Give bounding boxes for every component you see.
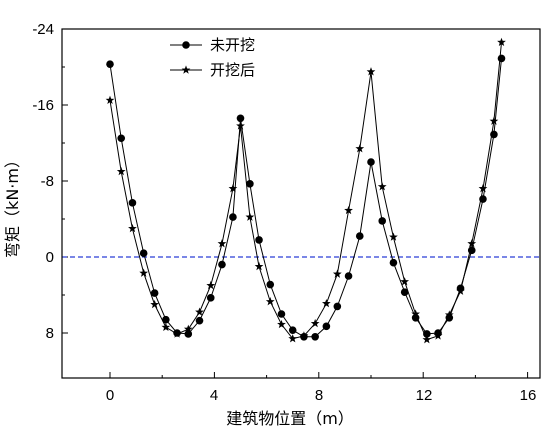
data-point-star	[456, 286, 465, 295]
data-point-star	[236, 121, 245, 130]
x-tick-label: 16	[520, 387, 537, 404]
data-point-circle	[322, 322, 331, 331]
data-point-star	[150, 299, 160, 309]
legend: 未开挖 开挖后	[170, 36, 255, 79]
data-point-circle	[288, 326, 297, 334]
data-point-star	[389, 232, 398, 241]
data-point-circle	[497, 54, 506, 63]
legend-circle-marker-icon	[182, 41, 190, 49]
data-point-circle	[162, 315, 170, 324]
x-tick-label: 4	[210, 387, 218, 404]
data-point-star	[366, 67, 376, 76]
y-axis-title: 弯矩（kN·m）	[3, 152, 22, 258]
data-point-circle	[117, 134, 126, 143]
data-point-circle	[150, 289, 159, 297]
data-point-star	[265, 297, 275, 306]
series-line-unexcavated	[109, 58, 502, 338]
data-point-star	[245, 212, 255, 221]
data-point-star	[310, 318, 320, 328]
data-point-star	[321, 298, 331, 308]
data-point-star	[344, 205, 353, 215]
data-point-circle	[236, 114, 245, 123]
y-tick-label: 8	[46, 325, 54, 342]
data-point-star	[195, 307, 204, 316]
data-point-circle	[389, 258, 398, 267]
data-point-star	[355, 144, 365, 153]
data-point-star	[332, 269, 342, 278]
data-point-circle	[128, 199, 137, 207]
x-tick-label: 8	[315, 387, 323, 404]
y-tick-label: -16	[32, 97, 54, 114]
data-point-circle	[106, 60, 114, 68]
data-point-circle	[277, 310, 286, 318]
data-point-circle	[311, 333, 319, 341]
data-point-star	[400, 277, 410, 286]
data-point-star	[206, 280, 216, 290]
data-point-star	[288, 334, 298, 343]
x-tick-label: 12	[416, 387, 433, 404]
series-line-excavated	[109, 42, 502, 341]
y-tick-label: -24	[32, 21, 54, 38]
legend-label-excavated: 开挖后	[210, 61, 255, 79]
data-point-star	[497, 37, 506, 47]
y-tick-label: -8	[41, 173, 54, 190]
data-point-star	[161, 322, 171, 332]
data-point-circle	[367, 158, 375, 166]
data-point-circle	[400, 288, 409, 296]
data-point-star	[128, 223, 137, 233]
data-point-star	[422, 335, 432, 344]
data-point-circle	[184, 330, 193, 338]
data-point-star	[116, 166, 126, 176]
data-point-star	[139, 268, 149, 277]
x-axis-title: 建筑物位置（m）	[226, 409, 354, 428]
data-point-star	[183, 324, 193, 333]
data-point-star	[277, 319, 286, 329]
data-point-circle	[139, 249, 148, 257]
data-point-circle	[218, 260, 226, 269]
data-point-star	[254, 261, 264, 271]
data-point-star	[299, 331, 309, 340]
data-point-circle	[333, 302, 342, 311]
data-point-star	[489, 116, 499, 125]
data-point-circle	[355, 232, 364, 240]
data-point-star	[105, 95, 115, 104]
data-point-star	[377, 182, 387, 191]
legend-label-unexcavated: 未开挖	[210, 36, 255, 54]
data-point-star	[172, 329, 182, 338]
data-point-star	[228, 184, 238, 193]
data-point-star	[467, 239, 477, 248]
legend-star-marker-icon	[181, 65, 191, 74]
data-point-circle	[195, 316, 204, 325]
data-point-circle	[255, 236, 263, 244]
data-point-circle	[378, 217, 387, 225]
x-tick-label: 0	[106, 387, 114, 404]
y-tick-label: 0	[46, 249, 54, 266]
data-point-circle	[206, 294, 215, 302]
data-point-star	[217, 239, 227, 248]
data-point-star	[444, 310, 454, 319]
plot-frame	[61, 28, 541, 379]
data-point-star	[478, 184, 488, 193]
data-point-circle	[246, 180, 254, 188]
data-point-star	[411, 309, 421, 318]
data-point-circle	[229, 213, 237, 221]
data-point-star	[433, 331, 443, 340]
data-point-circle	[266, 280, 275, 289]
data-point-circle	[344, 272, 353, 280]
